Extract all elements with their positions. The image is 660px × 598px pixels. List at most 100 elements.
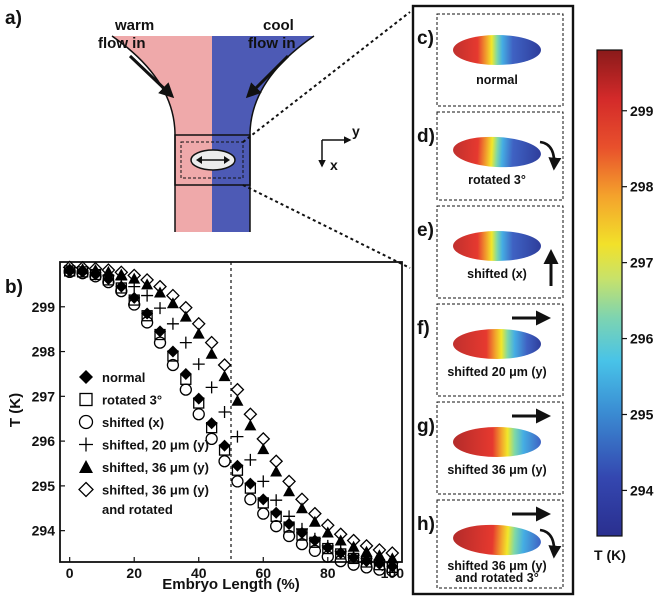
panel-tag: d) [417,126,435,147]
data-point [257,475,270,488]
data-point [256,431,271,446]
legend-marker [78,481,94,498]
data-point [76,265,89,278]
y-tick-label: 299 [32,299,56,315]
warm-label-2: flow in [98,35,146,52]
embryo-temperature-map [453,35,541,65]
panel-frame [436,205,564,299]
data-point [154,325,167,338]
data-point [154,286,167,298]
data-point [270,494,283,507]
panel-h: h) shifted 36 μm (y)and rotated 3° [417,499,564,589]
warm-flow-channel [112,36,212,232]
colorbar-tick-label: 294 [630,482,654,498]
panel-b-tag: b) [5,277,23,298]
data-point [283,517,296,530]
data-point [257,443,270,455]
data-point [128,280,141,293]
data-point [218,370,231,382]
colorbar-tick-label: 296 [630,331,654,347]
legend-label: rotated 3° [102,393,162,408]
data-point [230,382,245,397]
zoom-region [180,141,244,179]
panel-caption: shifted 20 μm (y) [447,365,546,379]
panel-e: e) shifted (x) [417,205,564,299]
y-axis-label: T (K) [7,393,24,427]
x-tick-label: 60 [255,565,271,581]
data-point [347,551,360,564]
data-point [166,345,179,358]
legend-marker [79,392,93,407]
right-panels: c) normal d) rotated 3° e) shifted (x) f) shift… [417,13,564,589]
panel-tag: g) [417,416,435,437]
cool-flow-arrow-icon [245,54,290,99]
panel-caption: and rotated 3° [455,571,538,585]
legend-label: shifted, 20 μm (y) [102,438,209,453]
y-tick-label: 294 [32,523,56,539]
panel-f: f) shifted 20 μm (y) [417,303,564,397]
legend-label: normal [102,370,145,385]
data-point [244,477,257,490]
legend-marker [79,370,93,384]
warm-flow-arrow-icon [128,54,175,99]
data-point [295,502,308,514]
data-point [244,493,257,506]
panel-g: g) shifted 36 μm (y) [417,401,564,495]
x-tick-label: 20 [126,565,142,581]
data-point [128,291,141,304]
y-tick-label: 298 [32,344,56,360]
data-point [231,430,244,443]
data-point [270,465,283,477]
data-point [179,367,192,380]
colorbar-gradient [596,49,623,537]
panel-frame [436,303,564,397]
panel-frame [436,499,564,589]
legend-label: shifted, 36 μm (y) [102,460,209,475]
panel-caption: shifted 36 μm (y) [447,463,546,477]
cool-label-1: cool [263,17,294,34]
x-axis-label: Embryo Length (%) [162,576,300,593]
data-point [205,432,218,446]
data-point [217,358,232,372]
data-point [205,417,218,430]
colorbar-tick-label: 299 [630,103,654,119]
rotate-arrow-icon [539,140,562,171]
data-point [192,392,205,405]
data-point [257,493,270,506]
data-point [218,439,231,452]
data-point [89,268,102,281]
data-point [308,534,321,547]
legend-marker [78,414,94,430]
rotate-arrow-icon [539,528,562,559]
data-point [179,310,192,322]
panel-b: b) 0 20 40 60 80 100294295296297298299normalr… [5,260,404,593]
data-point [360,545,373,557]
chamber-box [174,134,251,186]
panel-tag: e) [417,220,434,241]
legend-label: and rotated [102,502,173,517]
cool-flow-channel [212,36,314,232]
embryo-temperature-map [453,329,541,359]
data-point [386,560,399,573]
panel-a: a) warm flow in cool flow in y x [5,8,411,269]
data-point [218,455,231,468]
right-panels-frame [411,4,575,596]
x-tick-label: 80 [320,565,336,581]
colorbar: 294 295 296 297 298 299 T (K) [594,49,654,563]
data-point [321,541,334,554]
data-point [244,453,257,466]
data-point [63,264,76,277]
legend-label: shifted (x) [102,415,164,430]
data-point [128,272,141,284]
legend-marker [79,460,93,473]
data-point [102,273,115,286]
data-point [192,358,205,371]
data-point [282,529,296,543]
panel-caption: normal [476,73,518,87]
data-point [179,383,192,396]
data-point [205,347,218,359]
data-point [308,515,321,527]
panel-frame [436,401,564,495]
data-point [166,358,180,372]
data-point [231,475,244,488]
